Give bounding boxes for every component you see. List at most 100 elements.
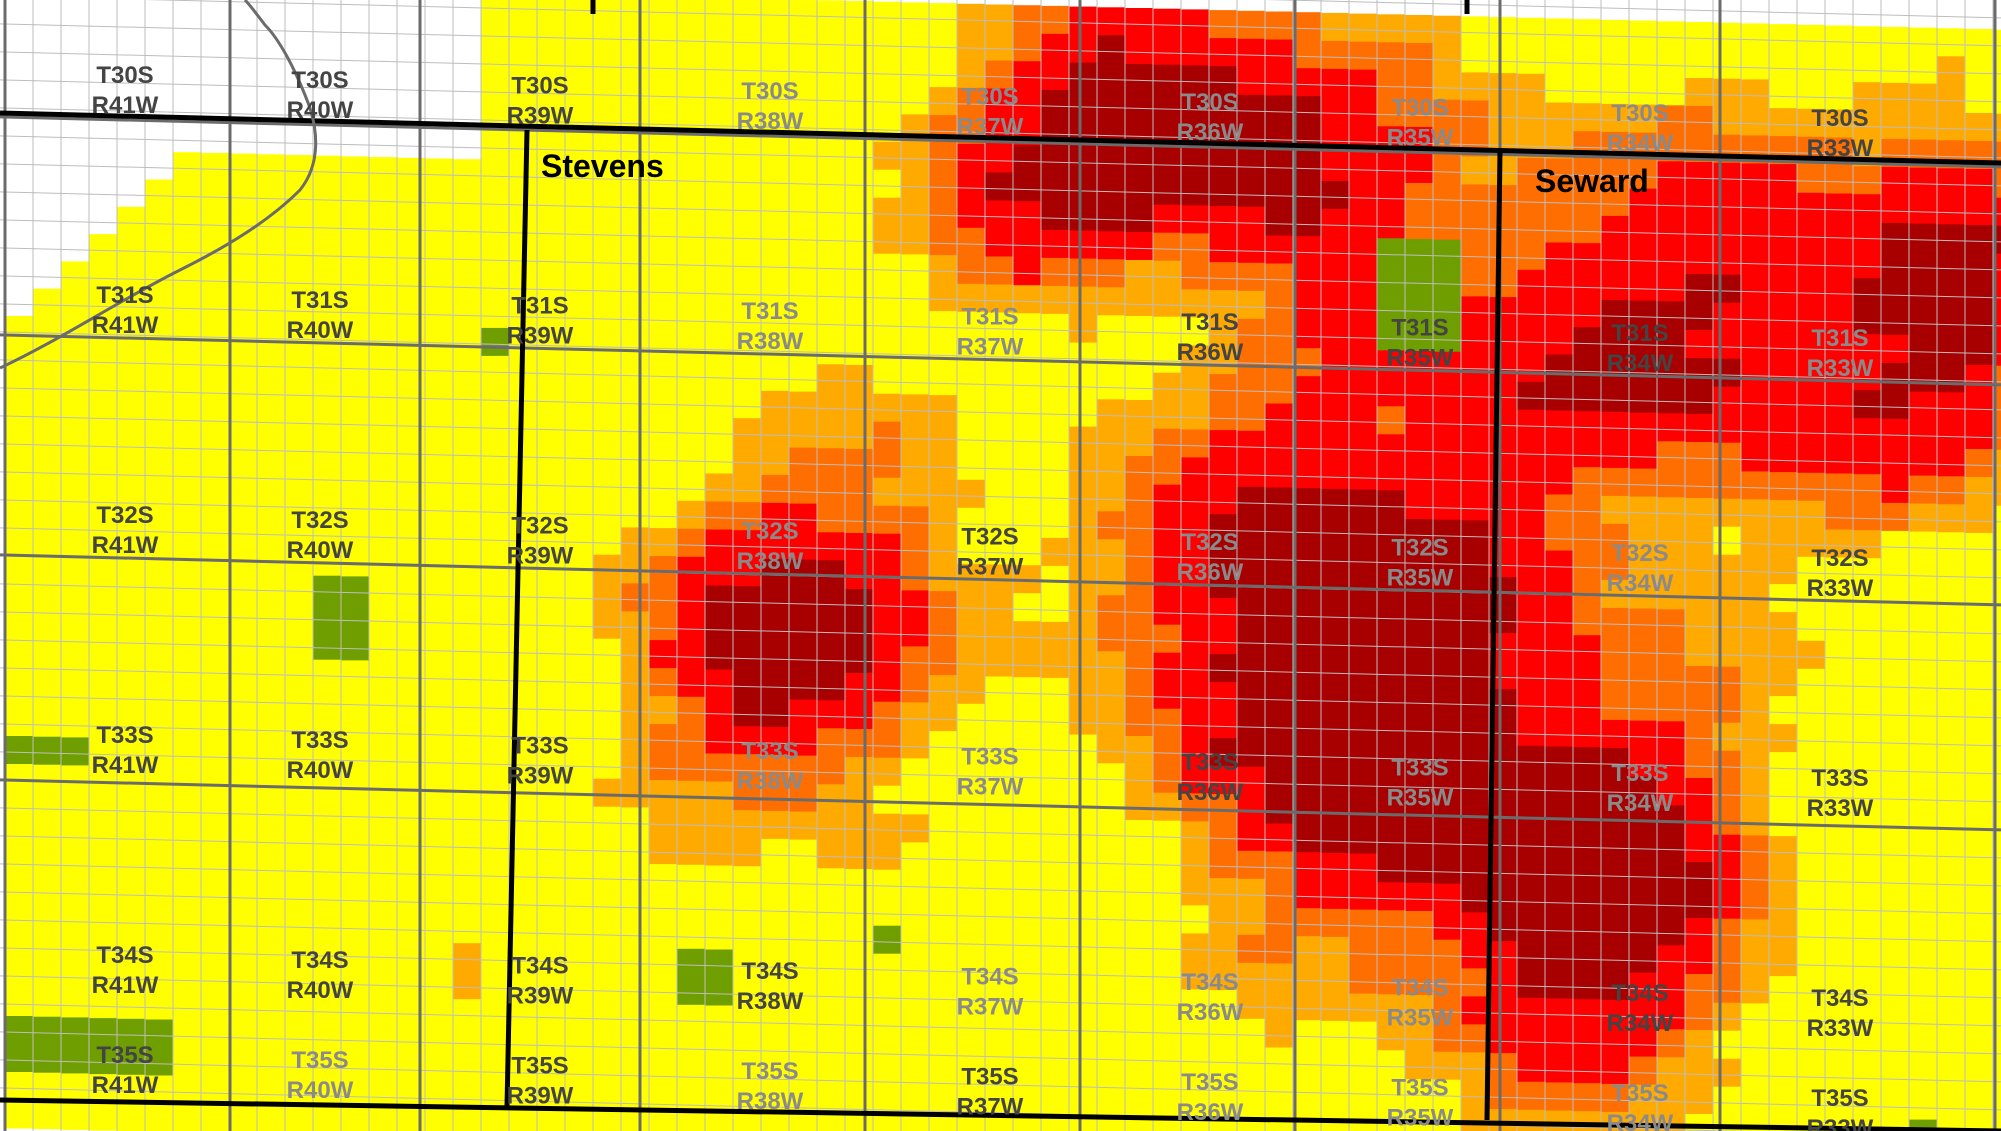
section-cell [173,768,202,797]
township-label-t: T32S [1181,529,1238,556]
section-cell [1153,1016,1182,1046]
section-cell [1461,744,1490,773]
section-cell [1825,977,1854,1006]
section-cell [1937,756,1966,785]
section-cell [1321,68,1350,98]
section-cell [1629,804,1658,834]
section-cell [929,619,958,648]
section-cell [1797,1004,1826,1034]
section-cell [1881,110,1910,140]
section-cell [1741,555,1770,584]
section-cell [1265,235,1294,264]
section-cell [61,513,90,542]
section-cell [341,716,370,745]
section-cell [1965,729,1994,758]
section-cell [1769,192,1798,221]
section-cell [257,882,286,911]
township-label-t: T33S [741,738,798,765]
section-cell [201,796,230,826]
section-cell [1909,811,1938,841]
section-cell [33,568,62,598]
section-cell [1405,827,1434,856]
section-cell [1881,26,1910,56]
section-line [0,79,2001,131]
section-cell [285,491,314,520]
section-cell [1965,253,1994,282]
section-cell [677,752,706,782]
section-cell [285,267,314,296]
section-cell [649,948,678,977]
section-cell [593,414,622,444]
section-cell [1629,244,1658,274]
section-cell [1321,824,1350,854]
section-cell [1517,773,1546,803]
township-label-t: T30S [961,84,1018,111]
section-cell [1629,272,1658,302]
section-cell [789,727,818,757]
section-cell [1293,600,1322,629]
section-cell [1433,295,1462,325]
section-line [0,387,2001,439]
section-cell [173,516,202,545]
section-cell [257,966,286,995]
section-cell [761,866,790,896]
section-cell [593,694,622,724]
section-cell [33,288,62,318]
section-cell [789,363,818,393]
section-cell [1013,5,1042,34]
section-cell [61,1073,90,1102]
section-cell [1153,932,1182,962]
section-cell [957,535,986,565]
section-cell [201,1020,230,1050]
section-cell [1881,502,1910,532]
section-cell [1909,279,1938,309]
section-cell [1909,111,1938,141]
section-cell [1769,472,1798,501]
section-cell [1993,1065,2001,1095]
section-cell [481,691,510,721]
section-cell [1013,509,1042,538]
section-cell [1041,285,1070,315]
section-cell [873,449,902,479]
section-cell [537,889,566,918]
section-cell [313,323,342,353]
section-cell [1097,931,1126,960]
section-cell [957,339,986,369]
section-cell [285,155,314,184]
section-cell [1405,183,1434,212]
section-cell [1321,40,1350,70]
section-cell [1041,761,1070,791]
section-cell [1573,971,1602,1000]
section-cell [285,71,314,100]
section-line [0,191,2001,243]
section-cell [1041,817,1070,847]
section-cell [1713,694,1742,724]
section-cell [705,613,734,642]
section-cell [761,418,790,448]
section-cell [1601,383,1630,413]
section-cell [1713,666,1742,696]
section-cell [1685,526,1714,555]
section-cell [1237,738,1266,768]
section-cell [1601,691,1630,721]
section-cell [1153,428,1182,458]
township-label-t: T30S [291,67,348,94]
section-cell [1769,752,1798,781]
section-cell [817,196,846,225]
section-cell [341,268,370,297]
section-cell [1909,475,1938,505]
section-cell [201,1104,230,1131]
section-cell [257,826,286,855]
section-cell [1265,935,1294,964]
section-cell [901,870,930,899]
section-cell [565,414,594,443]
section-cell [957,87,986,117]
section-cell [1825,557,1854,586]
section-cell [1629,552,1658,582]
section-cell [1265,963,1294,992]
section-cell [1237,66,1266,96]
section-cell [1629,104,1658,134]
